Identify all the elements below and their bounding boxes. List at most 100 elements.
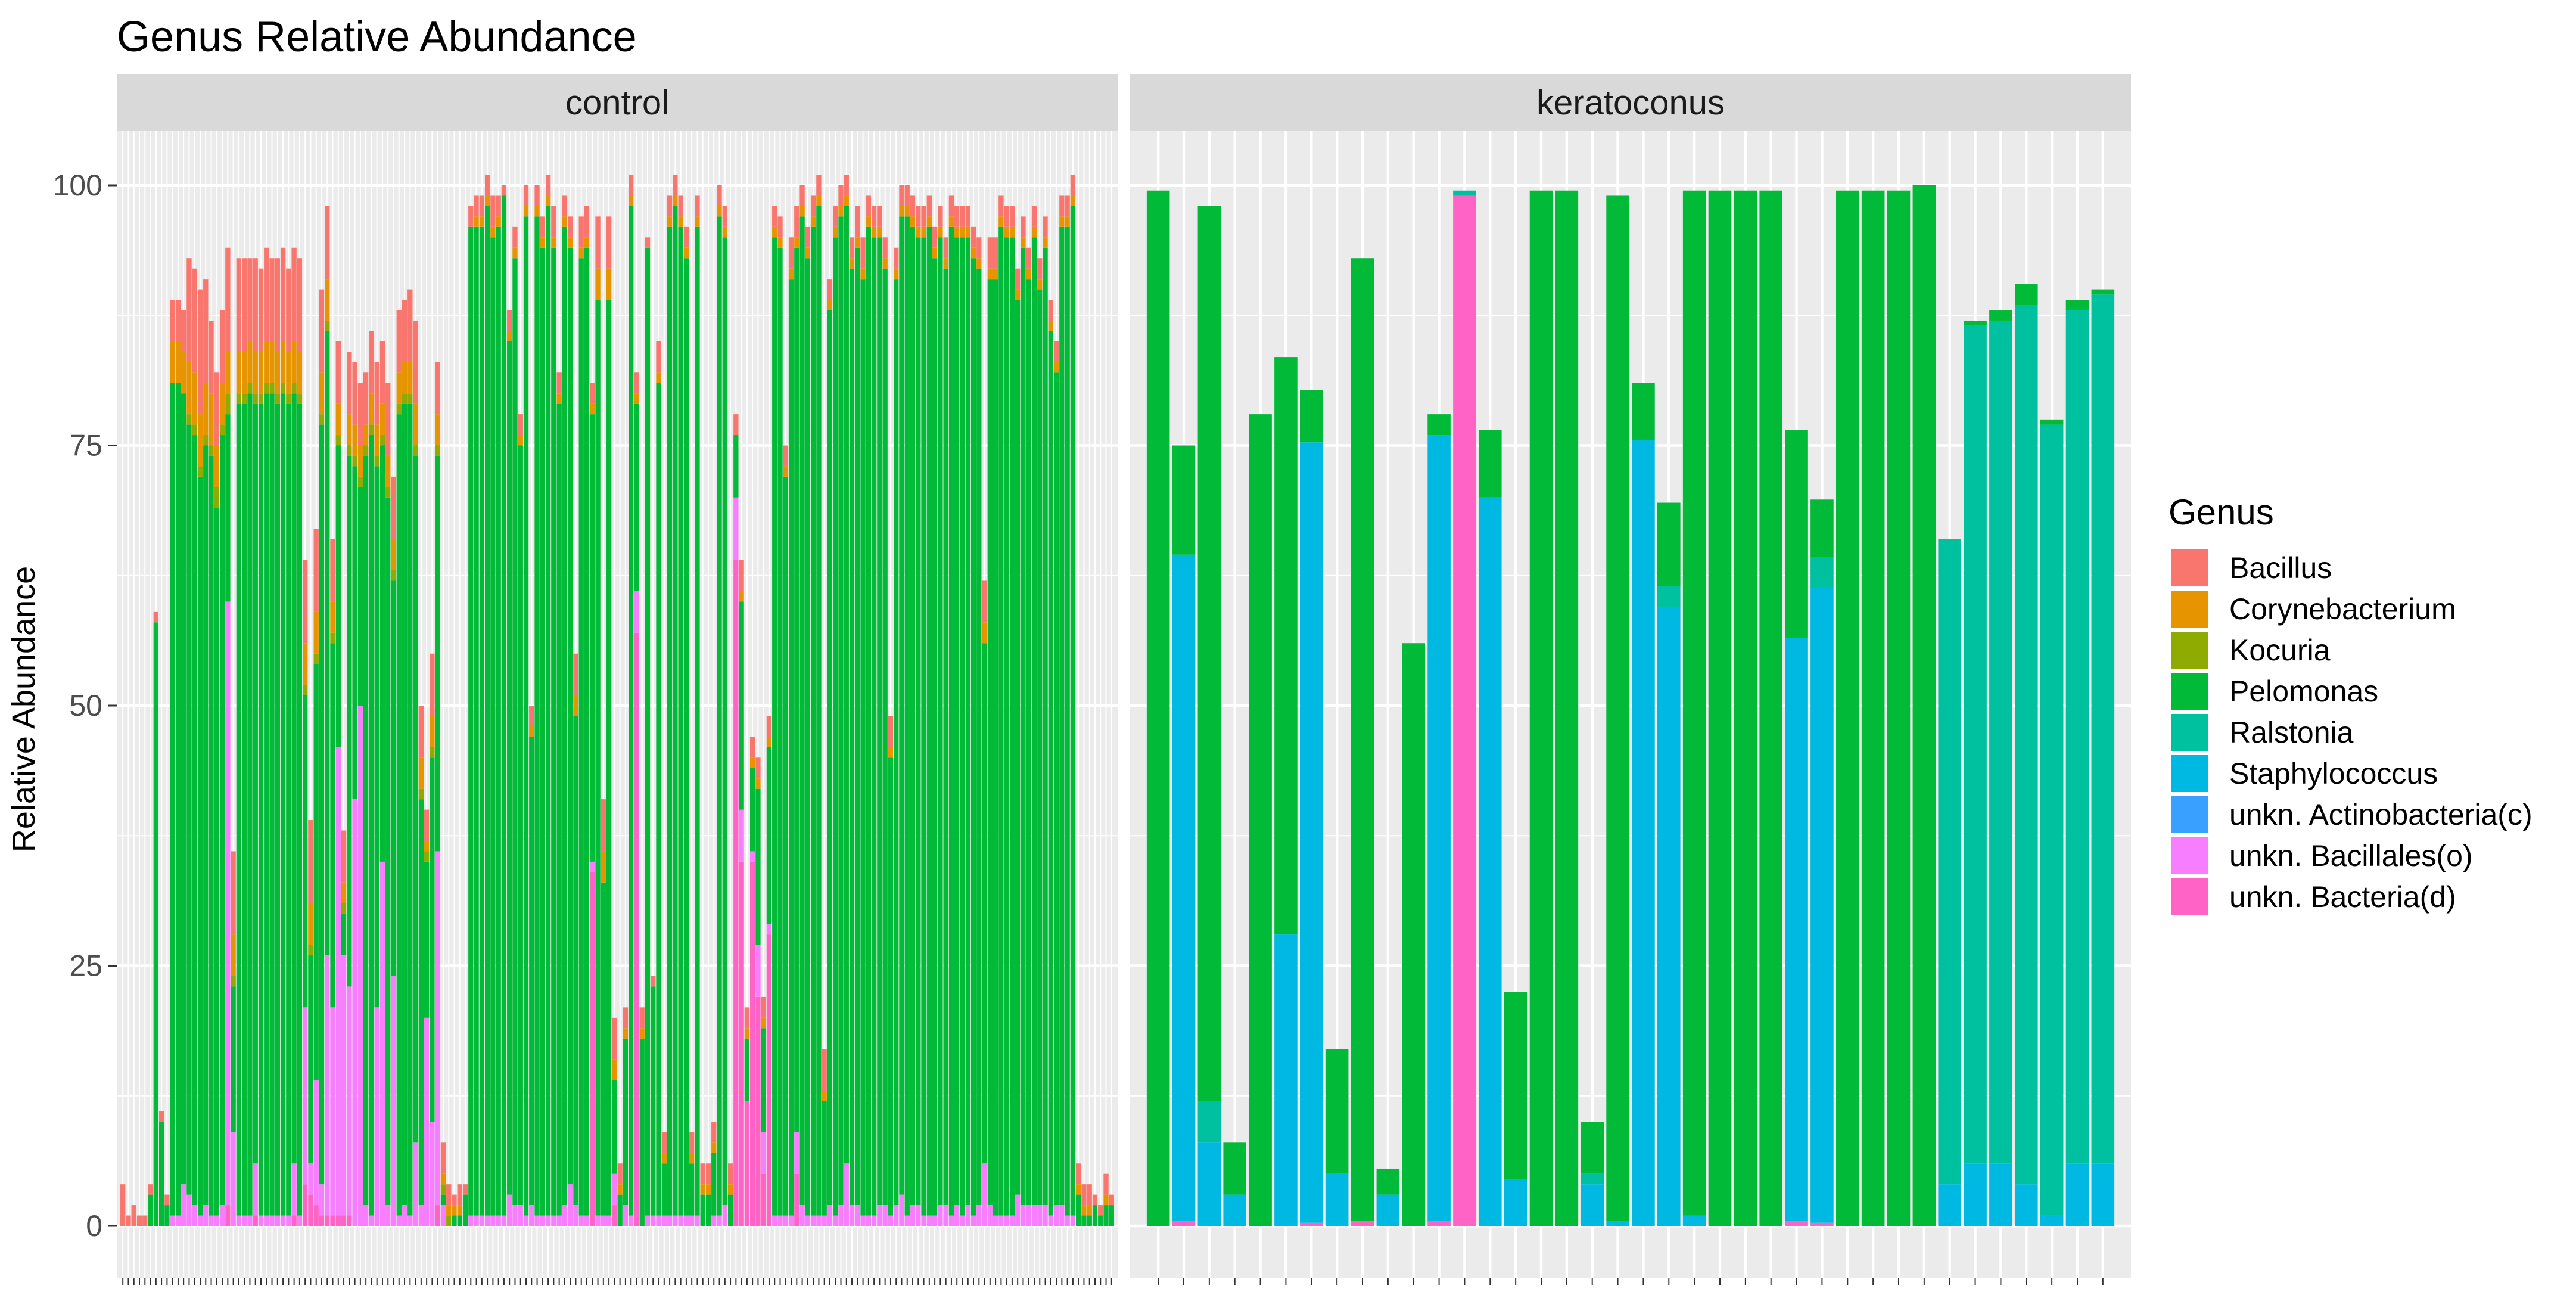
bar-segment-control-136-unkn-bacillales-o- xyxy=(871,1215,877,1226)
legend-label: unkn. Actinobacteria(c) xyxy=(2229,798,2533,831)
bar-segment-control-95-pelomonas xyxy=(645,247,651,1216)
bar-segment-control-75-pelomonas xyxy=(534,216,540,1216)
bar-segment-control-7-bacillus xyxy=(158,1111,164,1122)
bar-segment-control-23-pelomonas xyxy=(247,393,253,1216)
bar-segment-control-23-corynebacterium xyxy=(247,341,253,383)
bar-segment-keratoconus-26-staphylococcus xyxy=(1810,588,1834,1223)
bar-segment-keratoconus-37-ralstonia xyxy=(2091,294,2115,1164)
bar-segment-control-24-unkn-bacillales-o- xyxy=(253,1163,258,1216)
bar-segment-control-51-corynebacterium xyxy=(402,362,407,394)
bar-segment-keratoconus-21-pelomonas xyxy=(1682,190,1706,1216)
bar-segment-control-54-corynebacterium xyxy=(418,757,424,789)
bar-segment-control-124-bacillus xyxy=(805,226,811,248)
bar-segment-control-20-unkn-bacillales-o- xyxy=(231,1132,236,1226)
bar-segment-control-37-bacillus xyxy=(325,206,330,280)
bar-segment-control-171-pelomonas xyxy=(1065,226,1070,1216)
bar-segment-control-70-corynebacterium xyxy=(507,331,512,341)
bar-segment-control-69-bacillus xyxy=(501,185,507,196)
bar-segment-control-150-corynebacterium xyxy=(948,216,954,227)
strip-label-control: control xyxy=(565,83,669,122)
bar-segment-keratoconus-23-pelomonas xyxy=(1734,190,1757,1226)
bar-segment-control-30-kocuria xyxy=(286,393,291,404)
bar-segment-control-85-corynebacterium xyxy=(590,403,595,415)
bar-segment-control-38-corynebacterium xyxy=(330,601,335,633)
strip-label-keratoconus: keratoconus xyxy=(1536,83,1725,122)
bar-segment-control-53-bacillus xyxy=(413,320,418,404)
bar-segment-control-32-corynebacterium xyxy=(297,352,303,394)
bar-segment-control-40-bacillus xyxy=(341,830,347,883)
bar-segment-keratoconus-37-pelomonas xyxy=(2091,289,2115,295)
bar-segment-control-35-kocuria xyxy=(313,653,319,664)
bar-segment-control-85-unkn-bacteria-d- xyxy=(590,872,595,1226)
legend: Genus Bacillus Corynebacterium Kocuria Pelo… xyxy=(2169,492,2533,915)
bar-segment-control-84-pelomonas xyxy=(584,247,590,1216)
bar-segment-control-96-bacillus xyxy=(651,976,656,987)
bar-segment-control-139-bacillus xyxy=(888,716,894,747)
bar-segment-control-90-bacillus xyxy=(617,1163,623,1185)
bar-segment-control-53-unkn-bacillales-o- xyxy=(413,1142,418,1226)
bar-segment-control-131-corynebacterium xyxy=(844,195,849,206)
bar-segment-control-93-pelomonas xyxy=(634,403,639,591)
bar-segment-keratoconus-33-ralstonia xyxy=(1989,320,2012,1164)
bar-segment-control-151-corynebacterium xyxy=(954,226,960,238)
bar-segment-control-46-corynebacterium xyxy=(374,424,379,456)
bar-segment-control-114-unkn-bacteria-d- xyxy=(749,861,755,1226)
bar-segment-control-166-corynebacterium xyxy=(1037,279,1043,290)
bar-segment-control-91-pelomonas xyxy=(623,1038,629,1206)
bar-segment-control-36-bacillus xyxy=(319,289,325,373)
bar-segment-control-22-pelomonas xyxy=(242,403,247,1216)
bar-segment-control-131-unkn-bacillales-o- xyxy=(844,1163,849,1226)
bar-segment-control-64-pelomonas xyxy=(474,226,479,1216)
bar-segment-keratoconus-21-staphylococcus xyxy=(1682,1215,1706,1226)
bar-segment-control-57-unkn-bacteria-d- xyxy=(435,1205,440,1226)
bar-segment-control-27-bacillus xyxy=(269,258,275,341)
bar-segment-control-61-pelomonas xyxy=(457,1215,462,1226)
bar-segment-control-150-pelomonas xyxy=(948,226,954,1216)
bar-segment-control-39-pelomonas xyxy=(335,445,341,747)
bar-segment-control-32-pelomonas xyxy=(297,403,303,1216)
bar-segment-control-27-kocuria xyxy=(269,383,275,394)
bar-segment-control-163-unkn-bacillales-o- xyxy=(1021,1205,1026,1226)
bar-segment-control-165-corynebacterium xyxy=(1031,226,1037,238)
bar-segment-keratoconus-13-staphylococcus xyxy=(1479,497,1502,1226)
bar-segment-control-71-pelomonas xyxy=(512,258,518,1206)
bar-segment-control-147-corynebacterium xyxy=(932,247,938,259)
bar-segment-control-132-bacillus xyxy=(849,237,855,259)
bar-segment-control-17-pelomonas xyxy=(214,508,219,1216)
bar-segment-control-29-unkn-bacillales-o- xyxy=(280,1215,286,1226)
bar-segment-control-65-unkn-bacillales-o- xyxy=(479,1215,485,1226)
bar-segment-control-26-corynebacterium xyxy=(264,341,269,383)
bar-segment-control-24-pelomonas xyxy=(253,403,258,1164)
bar-segment-control-157-corynebacterium xyxy=(987,268,993,280)
bar-segment-control-77-pelomonas xyxy=(545,206,551,1216)
bar-segment-control-57-pelomonas xyxy=(435,455,440,852)
bar-segment-control-34-pelomonas xyxy=(308,955,313,1164)
bar-segment-control-32-bacillus xyxy=(297,258,303,352)
bar-segment-control-179-bacillus xyxy=(1109,1194,1114,1206)
bar-segment-control-10-unkn-bacillales-o- xyxy=(175,1215,181,1226)
bar-segment-control-59-kocuria xyxy=(446,1215,452,1226)
bar-segment-control-155-bacillus xyxy=(976,237,982,259)
bar-segment-control-20-kocuria xyxy=(231,976,236,987)
bar-segment-control-161-bacillus xyxy=(1009,206,1015,227)
bar-segment-keratoconus-36-staphylococcus xyxy=(2065,1163,2089,1226)
bar-segment-control-43-pelomonas xyxy=(357,487,363,706)
bar-segment-control-27-pelomonas xyxy=(269,393,275,1216)
bar-segment-control-89-unkn-bacteria-d- xyxy=(612,1205,617,1226)
bar-segment-control-142-unkn-bacillales-o- xyxy=(904,1215,910,1226)
bar-segment-control-96-pelomonas xyxy=(651,986,656,1216)
bar-segment-control-85-pelomonas xyxy=(590,414,595,862)
bar-segment-keratoconus-34-pelomonas xyxy=(2015,284,2038,305)
bar-segment-control-149-bacillus xyxy=(943,237,948,259)
bar-segment-control-114-corynebacterium xyxy=(749,757,755,768)
bar-segment-control-99-corynebacterium xyxy=(667,216,673,227)
bar-segment-keratoconus-6-unkn-bacteria-d- xyxy=(1300,1222,1323,1226)
strip-keratoconus xyxy=(1130,74,2131,131)
bar-segment-control-33-corynebacterium xyxy=(302,643,308,685)
bar-segment-control-51-bacillus xyxy=(402,300,407,362)
bar-segment-control-81-unkn-bacillales-o- xyxy=(568,1184,573,1226)
bar-segment-control-165-pelomonas xyxy=(1031,237,1037,1206)
bar-segment-control-119-unkn-bacillales-o- xyxy=(777,1215,783,1226)
bar-segment-control-83-unkn-bacillales-o- xyxy=(578,1215,584,1226)
bar-segment-control-25-corynebacterium xyxy=(258,352,264,394)
